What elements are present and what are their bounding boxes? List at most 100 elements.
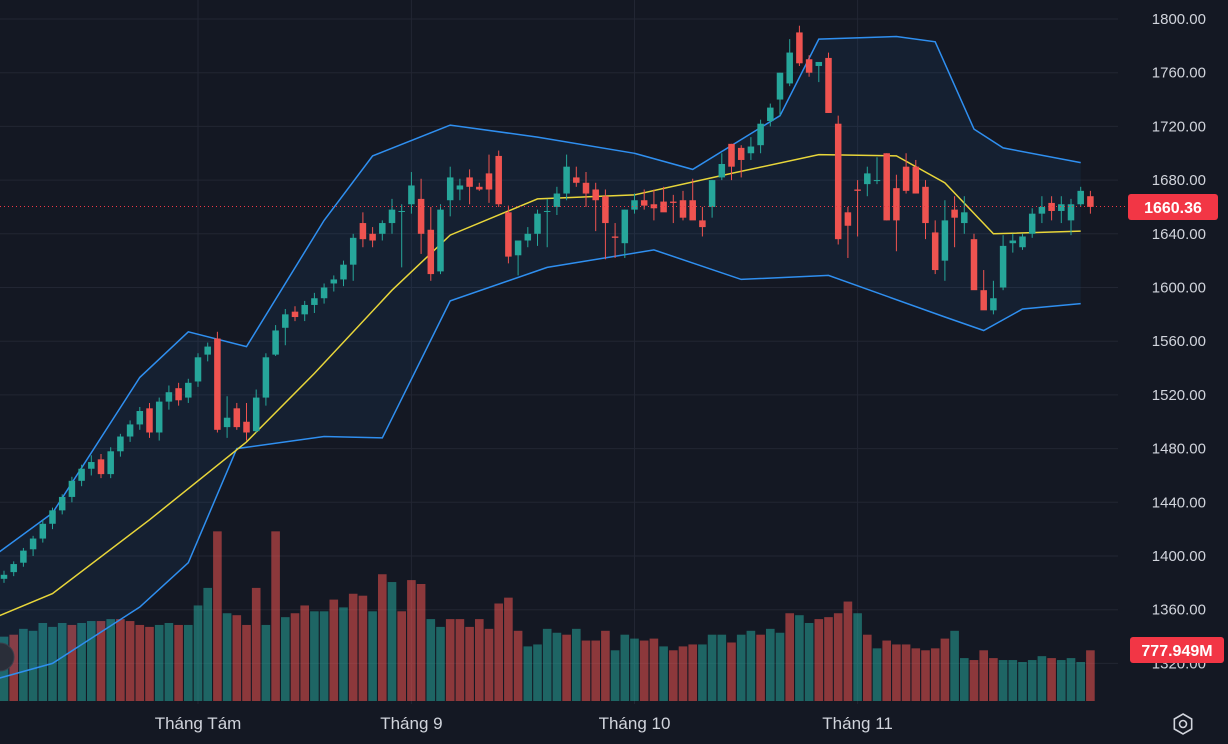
volume-bar [814, 619, 824, 701]
candle-body [543, 210, 551, 212]
candle-body [1028, 213, 1036, 234]
candle-body [650, 204, 658, 209]
candle-body [194, 357, 202, 382]
candle-body [708, 180, 716, 207]
volume-bar [707, 634, 717, 701]
volume-bar [145, 626, 154, 701]
candle [815, 61, 823, 83]
candle-body [883, 153, 890, 221]
x-tick-label: Tháng 9 [380, 714, 442, 733]
volume-bar [843, 601, 853, 701]
candle-body [728, 143, 735, 167]
volume-bar [9, 634, 18, 701]
scroll-handle[interactable] [0, 642, 15, 672]
candle-body [534, 213, 541, 234]
volume-bar [445, 619, 455, 701]
candle-body [29, 538, 37, 550]
x-tick-label: Tháng 10 [599, 714, 671, 733]
candle [10, 561, 17, 577]
volume-bar [1027, 660, 1037, 701]
candle-body [136, 411, 144, 425]
candle-body [223, 417, 231, 428]
volume-bar [125, 621, 135, 701]
candle-body [340, 264, 347, 280]
candle [553, 186, 561, 216]
candle [543, 198, 551, 248]
candle-body [1077, 190, 1084, 205]
candle-body [922, 186, 929, 224]
candle-body [456, 185, 464, 190]
volume-bar [300, 605, 309, 701]
volume-bar [533, 644, 542, 701]
volume-bar [329, 599, 339, 701]
volume-bar [727, 642, 736, 701]
candle [767, 103, 774, 127]
last-price-tag [1128, 194, 1218, 220]
volume-bar [232, 615, 242, 701]
candle-body [388, 209, 396, 224]
sma-line [0, 153, 1081, 617]
candle-body [718, 163, 726, 178]
candle-body [990, 298, 997, 311]
candle-body [1009, 240, 1017, 244]
settings-gear-icon[interactable] [1173, 713, 1193, 735]
last-volume-label: 777.949M [1141, 643, 1212, 660]
volume-bar [523, 646, 533, 701]
candle [1048, 196, 1055, 221]
volume-bar [998, 660, 1008, 701]
volume-bar [969, 660, 979, 701]
candle [786, 39, 793, 87]
candle-body [902, 166, 910, 191]
candle-body [737, 147, 745, 160]
candle [776, 72, 784, 116]
candle-body [621, 209, 629, 244]
volume-bar [251, 587, 261, 701]
volume-bar [1066, 658, 1076, 701]
candle [505, 205, 512, 264]
candle [883, 153, 890, 221]
candle [573, 166, 580, 187]
candle-body [844, 212, 852, 226]
bollinger-upper-line [0, 35, 1081, 553]
candle-body [640, 200, 648, 206]
candle-body [553, 193, 561, 207]
candle [311, 292, 318, 314]
bollinger-lower-line [0, 249, 1081, 679]
candle [223, 396, 231, 438]
volume-bar [28, 630, 38, 701]
candle [136, 406, 144, 430]
volume-bar [57, 623, 67, 701]
candle [437, 204, 444, 275]
volume-bar [950, 630, 959, 701]
candle-body [747, 146, 755, 154]
candle [185, 378, 192, 403]
candle [1019, 233, 1026, 250]
candle-body [931, 232, 939, 271]
price-axis[interactable]: 1800.00 1760.00 1720.00 1680.00 1640.00 1600.… [1152, 11, 1206, 672]
candle [951, 196, 958, 248]
volume-bar [281, 617, 290, 701]
candle-body [893, 188, 900, 221]
candle [970, 233, 978, 291]
y-tick-label: 1600.00 [1152, 280, 1206, 297]
volume-bar [455, 619, 465, 701]
volume-bar [572, 628, 581, 701]
volume-bar [504, 597, 513, 701]
volume-bar [222, 613, 232, 701]
volume-bar [436, 626, 445, 701]
volume-bar [475, 619, 484, 701]
candle [194, 353, 202, 387]
candle [660, 186, 667, 213]
volume-bar [989, 658, 998, 701]
volume-bar [358, 595, 368, 701]
candle [456, 178, 464, 201]
candle [902, 153, 910, 194]
x-tick-label: Tháng 11 [822, 714, 893, 733]
candle [417, 178, 425, 254]
candle-body [563, 166, 570, 194]
candle [1077, 186, 1084, 207]
candle [495, 150, 502, 207]
